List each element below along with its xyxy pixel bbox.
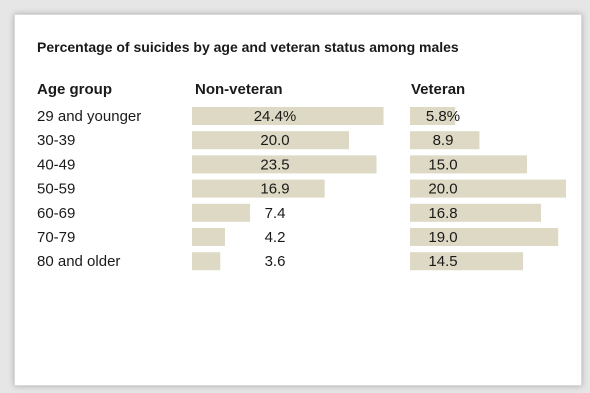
- category-label-40-49: 40-49: [37, 156, 75, 173]
- data-label-non-veteran-40-49: 23.5: [260, 156, 289, 173]
- data-label-veteran-80-and-older: 14.5: [428, 253, 457, 270]
- category-label-80-and-older: 80 and older: [37, 253, 120, 270]
- bar-veteran-29-and-younger: [410, 107, 456, 125]
- data-label-veteran-50-59: 20.0: [428, 181, 457, 198]
- data-label-veteran-70-79: 19.0: [428, 229, 457, 246]
- bar-veteran-50-59: [410, 179, 566, 198]
- data-label-veteran-40-49: 15.0: [428, 156, 457, 173]
- data-label-non-veteran-50-59: 16.9: [260, 181, 289, 198]
- data-label-non-veteran-30-39: 20.0: [260, 132, 289, 149]
- data-label-veteran-30-39: 8.9: [433, 132, 454, 149]
- bar-non-veteran-50-59: [192, 179, 325, 198]
- header-veteran: Veteran: [411, 81, 466, 98]
- category-label-70-79: 70-79: [37, 229, 75, 246]
- bar-non-veteran-29-and-younger: [192, 107, 384, 125]
- chart-title: Percentage of suicides by age and vetera…: [37, 39, 459, 55]
- header-age-group: Age group: [37, 81, 112, 98]
- data-label-non-veteran-29-and-younger: 24.4%: [254, 108, 297, 125]
- data-label-non-veteran-60-69: 7.4: [265, 205, 286, 222]
- data-label-non-veteran-70-79: 4.2: [265, 229, 286, 246]
- category-label-29-and-younger: 29 and younger: [37, 108, 141, 125]
- category-label-50-59: 50-59: [37, 181, 75, 198]
- bar-veteran-60-69: [410, 203, 542, 222]
- data-label-non-veteran-80-and-older: 3.6: [265, 253, 286, 270]
- data-label-veteran-29-and-younger: 5.8%: [426, 108, 460, 125]
- bar-veteran-70-79: [410, 228, 559, 246]
- bar-veteran-30-39: [410, 131, 480, 150]
- chart-card: Percentage of suicides by age and vetera…: [14, 14, 582, 386]
- bar-non-veteran-30-39: [192, 131, 349, 150]
- bar-non-veteran-40-49: [192, 155, 377, 174]
- data-label-veteran-60-69: 16.8: [428, 205, 457, 222]
- category-label-30-39: 30-39: [37, 132, 75, 149]
- category-label-60-69: 60-69: [37, 205, 75, 222]
- bar-non-veteran-60-69: [192, 203, 251, 222]
- bar-non-veteran-80-and-older: [192, 252, 221, 271]
- header-non-veteran: Non-veteran: [195, 81, 283, 98]
- bar-veteran-80-and-older: [410, 252, 524, 271]
- bar-non-veteran-70-79: [192, 228, 225, 246]
- bar-chart: 29 and younger 24.4% 5.8% 30-39 20.0 8.9 40-49…: [37, 107, 566, 271]
- bar-veteran-40-49: [410, 155, 527, 174]
